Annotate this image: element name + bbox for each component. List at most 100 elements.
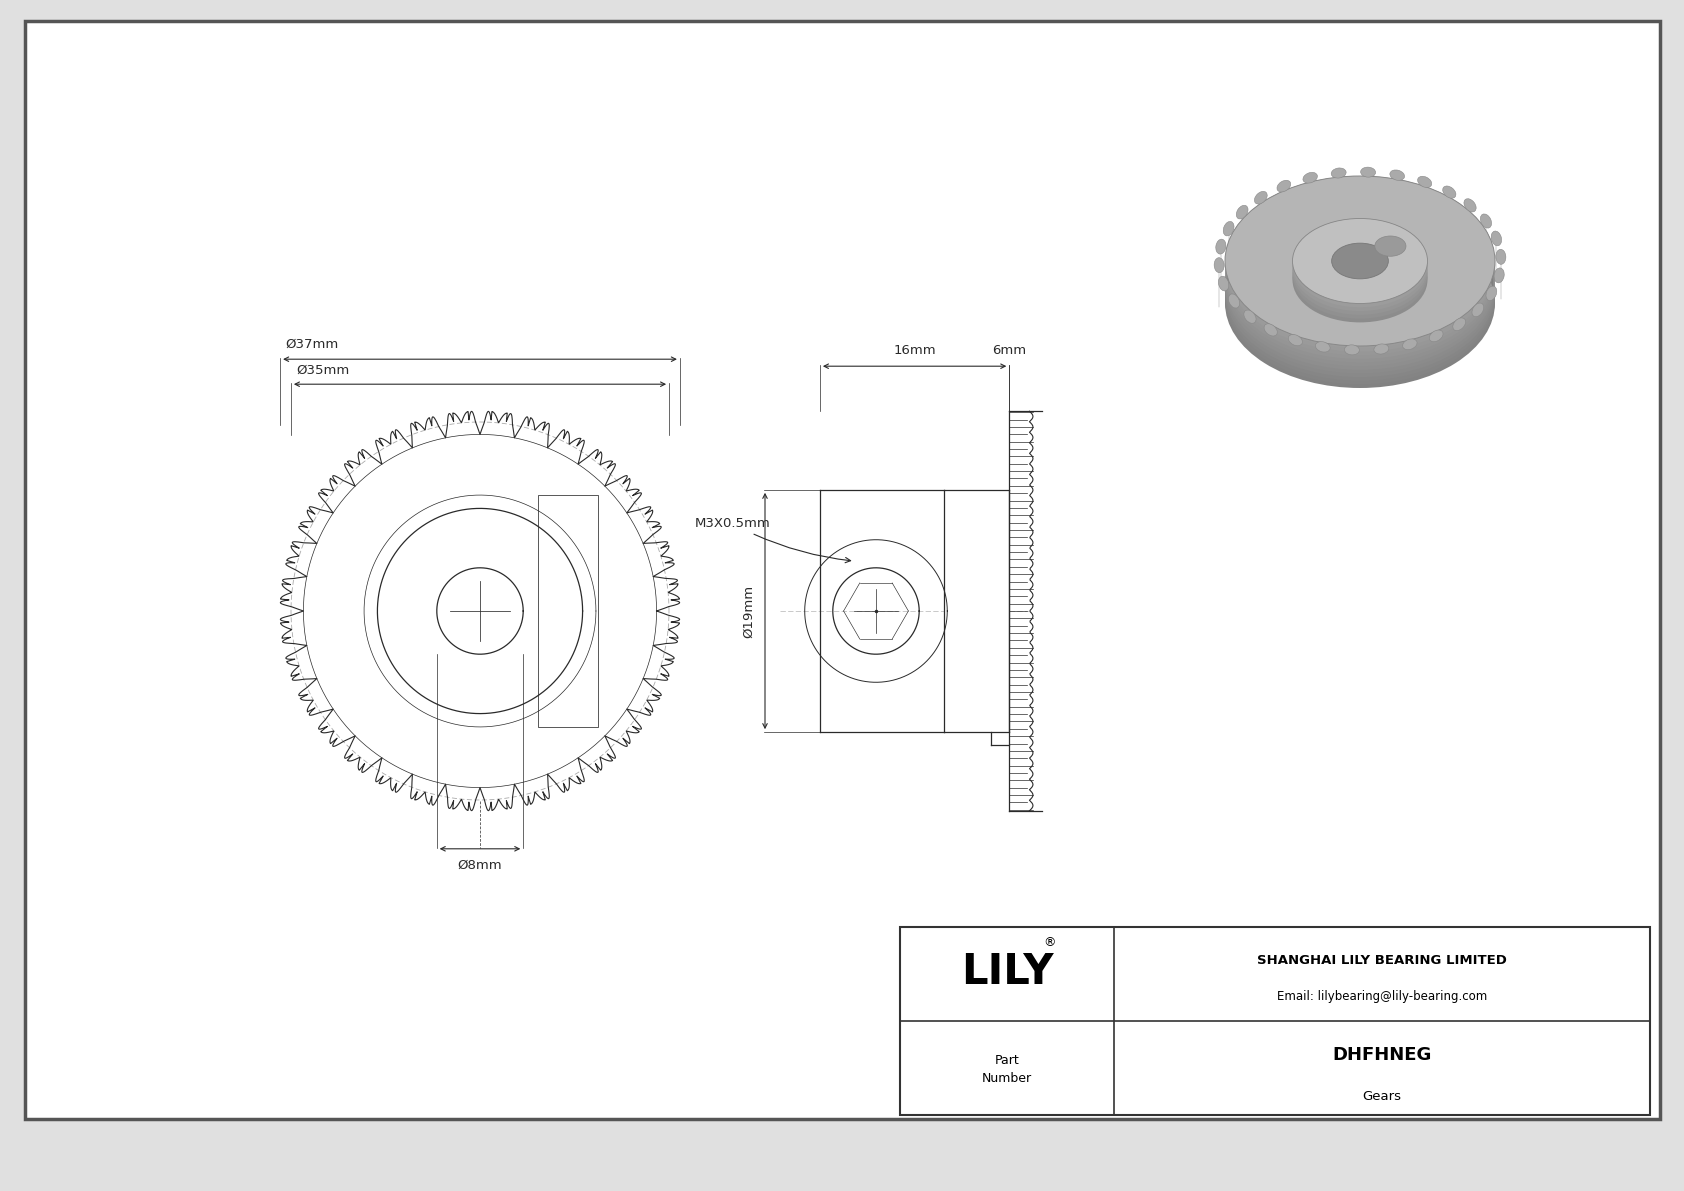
Ellipse shape [1453, 318, 1465, 331]
Polygon shape [1372, 176, 1374, 218]
Ellipse shape [1361, 167, 1376, 177]
Polygon shape [1403, 180, 1404, 223]
Polygon shape [1295, 186, 1297, 229]
Ellipse shape [1293, 233, 1428, 319]
Ellipse shape [1374, 236, 1406, 256]
Polygon shape [1361, 176, 1364, 218]
Polygon shape [1283, 191, 1285, 233]
Polygon shape [1399, 180, 1401, 222]
Polygon shape [1340, 176, 1342, 219]
Polygon shape [1396, 179, 1399, 222]
Ellipse shape [1276, 180, 1290, 192]
Polygon shape [1359, 176, 1361, 218]
Ellipse shape [1332, 243, 1388, 279]
Polygon shape [1315, 180, 1317, 223]
Text: Email: lilybearing@lily-bearing.com: Email: lilybearing@lily-bearing.com [1276, 990, 1487, 1003]
Ellipse shape [1224, 200, 1495, 370]
Ellipse shape [1374, 344, 1389, 354]
Polygon shape [1352, 176, 1354, 218]
Polygon shape [1394, 179, 1396, 222]
Ellipse shape [1293, 223, 1428, 307]
Polygon shape [1364, 176, 1366, 218]
Polygon shape [1438, 192, 1440, 235]
Ellipse shape [1403, 339, 1416, 350]
Bar [537, 495, 598, 727]
Polygon shape [1391, 179, 1393, 220]
Text: Gears: Gears [1362, 1090, 1401, 1103]
Ellipse shape [1463, 199, 1477, 212]
Ellipse shape [1485, 286, 1497, 300]
Polygon shape [1285, 189, 1287, 232]
Ellipse shape [1315, 342, 1330, 353]
Text: Ø8mm: Ø8mm [458, 859, 502, 872]
Polygon shape [1426, 187, 1428, 230]
Polygon shape [1335, 177, 1337, 219]
Polygon shape [1374, 176, 1376, 219]
Ellipse shape [1244, 310, 1256, 323]
Polygon shape [1325, 179, 1327, 220]
Ellipse shape [1293, 226, 1428, 311]
Ellipse shape [1293, 230, 1428, 314]
Bar [899, 927, 1650, 1115]
Polygon shape [1381, 177, 1383, 219]
Polygon shape [1383, 177, 1384, 219]
Polygon shape [1431, 189, 1433, 232]
Polygon shape [1307, 182, 1308, 225]
Polygon shape [1413, 182, 1415, 225]
Polygon shape [1415, 183, 1416, 226]
Polygon shape [1337, 177, 1340, 219]
Polygon shape [1334, 177, 1335, 219]
Polygon shape [1440, 193, 1442, 236]
Text: Ø35mm: Ø35mm [296, 364, 349, 378]
Polygon shape [1386, 177, 1389, 220]
Text: Ø37mm: Ø37mm [285, 338, 338, 351]
Polygon shape [1411, 182, 1413, 225]
Polygon shape [1425, 186, 1426, 229]
Polygon shape [1357, 176, 1359, 218]
Ellipse shape [1288, 335, 1302, 345]
Ellipse shape [1224, 182, 1495, 351]
Ellipse shape [1293, 218, 1428, 304]
Polygon shape [1406, 181, 1410, 224]
Ellipse shape [1224, 211, 1495, 381]
Ellipse shape [1332, 168, 1346, 179]
Polygon shape [1324, 179, 1325, 222]
Polygon shape [1430, 188, 1431, 231]
Polygon shape [1410, 182, 1411, 224]
Ellipse shape [1224, 207, 1495, 378]
Polygon shape [1342, 176, 1344, 219]
Polygon shape [1401, 180, 1403, 223]
Polygon shape [1366, 176, 1367, 218]
Text: M3X0.5mm: M3X0.5mm [695, 517, 850, 562]
Polygon shape [1384, 177, 1386, 219]
Ellipse shape [1214, 257, 1224, 273]
Polygon shape [1344, 176, 1346, 219]
Ellipse shape [1389, 170, 1404, 180]
Ellipse shape [1480, 214, 1492, 229]
Bar [1009, 411, 1032, 811]
Polygon shape [1416, 183, 1418, 226]
Bar [945, 490, 1009, 732]
Ellipse shape [1430, 330, 1443, 342]
Text: DHFHNEG: DHFHNEG [1332, 1046, 1431, 1064]
Polygon shape [1282, 192, 1283, 233]
Ellipse shape [1223, 222, 1234, 236]
Ellipse shape [1492, 231, 1502, 245]
Ellipse shape [1224, 176, 1495, 347]
Polygon shape [1369, 176, 1372, 218]
Polygon shape [1367, 176, 1369, 218]
Polygon shape [1293, 186, 1295, 229]
Ellipse shape [1265, 324, 1276, 336]
Text: 6mm: 6mm [992, 344, 1026, 357]
Polygon shape [1297, 185, 1300, 227]
Polygon shape [1354, 176, 1357, 218]
Text: LILY: LILY [962, 952, 1054, 993]
Polygon shape [1312, 181, 1314, 224]
Polygon shape [1288, 188, 1290, 231]
Polygon shape [1327, 179, 1329, 220]
Polygon shape [1351, 176, 1352, 218]
Ellipse shape [1224, 197, 1495, 366]
Polygon shape [1436, 192, 1438, 233]
Ellipse shape [1495, 249, 1505, 264]
Ellipse shape [1224, 193, 1495, 362]
